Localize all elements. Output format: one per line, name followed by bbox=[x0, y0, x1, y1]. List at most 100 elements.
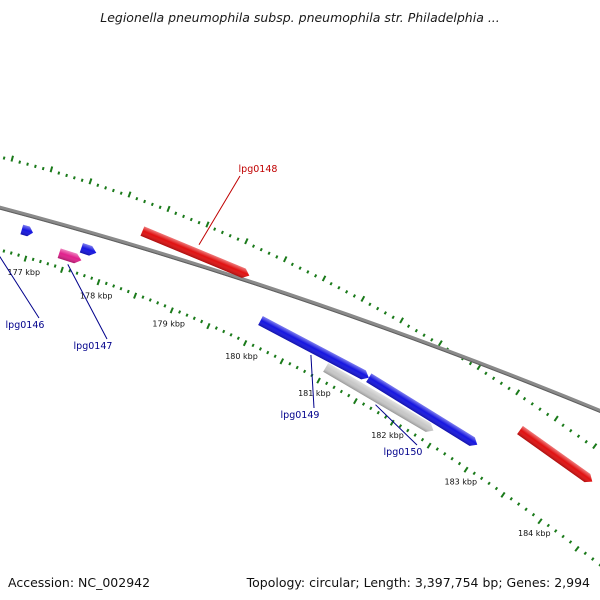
minor-tick bbox=[576, 434, 581, 439]
gene-label-lpg0146[interactable]: lpg0146 bbox=[6, 320, 45, 331]
minor-tick bbox=[80, 178, 84, 182]
minor-tick bbox=[82, 273, 86, 278]
major-tick bbox=[166, 205, 171, 213]
minor-tick bbox=[150, 202, 154, 207]
minor-tick bbox=[420, 437, 425, 442]
tick-label: 183 kbp bbox=[444, 478, 477, 487]
major-tick bbox=[316, 377, 321, 384]
major-tick bbox=[574, 545, 580, 552]
minor-tick bbox=[507, 386, 511, 391]
minor-tick bbox=[251, 343, 255, 348]
minor-tick bbox=[273, 354, 277, 359]
minor-tick bbox=[484, 371, 488, 376]
minor-tick bbox=[561, 423, 565, 428]
minor-tick bbox=[65, 173, 68, 178]
major-tick bbox=[537, 518, 543, 525]
leader-line bbox=[375, 404, 418, 446]
tick-labels: 177 kbp 178 kbp 179 kbp 180 kbp 181 kbp 182 k… bbox=[7, 268, 550, 538]
major-tick bbox=[321, 275, 327, 282]
genome-backbone bbox=[0, 205, 600, 414]
minor-tick bbox=[34, 164, 37, 169]
minor-tick bbox=[200, 319, 204, 324]
gene-label-lpg0150[interactable]: lpg0150 bbox=[384, 447, 423, 458]
minor-tick bbox=[352, 294, 356, 298]
major-tick bbox=[500, 491, 506, 498]
minor-tick bbox=[472, 471, 476, 476]
tick-label: 178 kbp bbox=[80, 291, 113, 300]
minor-tick bbox=[182, 214, 186, 219]
minor-tick bbox=[443, 452, 447, 456]
minor-tick bbox=[90, 276, 94, 280]
leader-line bbox=[67, 264, 108, 340]
minor-tick bbox=[591, 557, 595, 561]
accession-label: Accession: NC_002942 bbox=[8, 575, 150, 590]
gene-label-lpg0149[interactable]: lpg0149 bbox=[281, 410, 320, 421]
minor-tick bbox=[457, 461, 462, 466]
leader-line bbox=[310, 354, 315, 409]
minor-tick bbox=[479, 476, 484, 481]
minor-tick bbox=[491, 376, 496, 381]
gene-leader-lines bbox=[0, 175, 418, 446]
minor-tick bbox=[222, 329, 226, 334]
gene-lpg0150[interactable] bbox=[323, 363, 436, 435]
major-tick bbox=[426, 442, 432, 449]
minor-tick bbox=[288, 361, 292, 366]
minor-tick bbox=[368, 302, 372, 307]
minor-tick bbox=[546, 523, 551, 528]
minor-tick bbox=[228, 233, 232, 238]
minor-tick bbox=[96, 183, 100, 188]
minor-tick bbox=[531, 512, 536, 517]
minor-tick bbox=[376, 410, 380, 415]
minor-tick bbox=[275, 255, 279, 259]
minor-tick bbox=[174, 211, 178, 216]
minor-tick bbox=[75, 271, 79, 275]
minor-tick bbox=[522, 396, 527, 401]
minor-tick bbox=[295, 365, 299, 370]
minor-tick bbox=[339, 389, 343, 394]
major-tick bbox=[353, 398, 358, 405]
gene-lpg0147[interactable] bbox=[57, 248, 83, 265]
minor-tick bbox=[430, 337, 434, 342]
minor-tick bbox=[189, 217, 193, 222]
minor-tick bbox=[414, 328, 418, 333]
minor-tick bbox=[214, 326, 218, 330]
minor-tick bbox=[494, 486, 499, 491]
gene-lpg0149[interactable] bbox=[258, 316, 371, 382]
tick-label: 179 kbp bbox=[152, 319, 185, 328]
gene-unnamed-a[interactable] bbox=[20, 224, 34, 238]
minor-tick bbox=[329, 281, 333, 286]
major-tick bbox=[10, 155, 14, 162]
genome-title: Legionella pneumophila subsp. pneumophil… bbox=[100, 10, 500, 25]
minor-tick bbox=[2, 156, 6, 160]
minor-tick bbox=[220, 230, 224, 235]
major-tick bbox=[437, 340, 443, 347]
gene-label-lpg0148[interactable]: lpg0148 bbox=[239, 164, 278, 175]
gene-unnamed-c[interactable] bbox=[366, 373, 480, 449]
minor-tick bbox=[163, 304, 167, 308]
minor-tick bbox=[104, 281, 108, 286]
minor-tick bbox=[178, 310, 182, 314]
gene-lpg0148[interactable] bbox=[140, 226, 251, 280]
minor-tick bbox=[57, 171, 61, 175]
minor-tick bbox=[345, 290, 349, 294]
minor-tick bbox=[422, 333, 426, 337]
minor-tick bbox=[347, 393, 351, 398]
minor-tick bbox=[119, 191, 123, 195]
gene-unnamed-b[interactable] bbox=[79, 243, 98, 258]
major-tick bbox=[127, 191, 132, 198]
minor-tick bbox=[468, 361, 473, 366]
minor-tick bbox=[68, 269, 72, 273]
minor-tick bbox=[259, 247, 263, 252]
minor-tick bbox=[545, 412, 550, 417]
minor-tick bbox=[197, 220, 201, 225]
minor-tick bbox=[2, 249, 6, 253]
major-tick bbox=[399, 317, 404, 324]
minor-tick bbox=[236, 237, 240, 241]
major-tick bbox=[242, 339, 248, 347]
gene-unnamed-d[interactable] bbox=[517, 426, 595, 486]
gene-label-lpg0147[interactable]: lpg0147 bbox=[74, 341, 113, 352]
minor-tick bbox=[376, 306, 380, 311]
tick-label: 181 kbp bbox=[298, 389, 331, 398]
minor-tick bbox=[303, 369, 307, 374]
